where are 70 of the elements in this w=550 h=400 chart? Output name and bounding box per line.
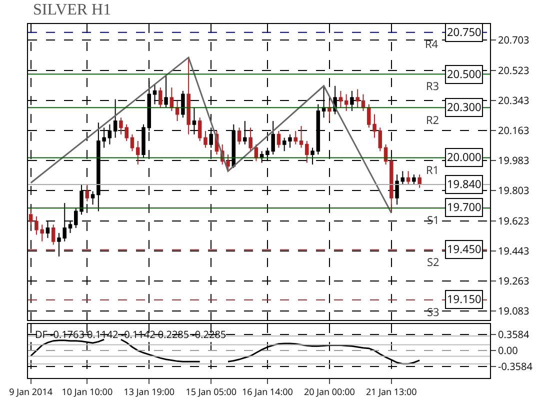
candlestick <box>356 88 360 108</box>
x-tick-label: 13 Jan 19:00 <box>124 384 175 398</box>
candlestick <box>294 130 298 145</box>
ref-line-label: 20.750 <box>447 25 482 40</box>
candlestick <box>186 56 190 135</box>
annotation: S2 <box>427 255 440 270</box>
ref-line-label: 19.450 <box>447 242 482 257</box>
candlestick <box>361 94 366 112</box>
candlestick <box>378 127 382 152</box>
annotation: R2 <box>426 113 440 128</box>
candlestick <box>344 94 348 112</box>
candlestick <box>418 174 422 188</box>
chart-title: SILVER H1 <box>33 1 112 18</box>
x-tick-label: 15 Jan 05:00 <box>186 384 237 398</box>
candlestick <box>170 87 174 112</box>
y-tick-label: 0.3584 <box>498 327 530 342</box>
y-tick-label: 19.623 <box>498 213 530 228</box>
y-tick-label: -0.3584 <box>498 358 533 373</box>
y-tick-label: 19.443 <box>498 243 530 258</box>
annotation: S1 <box>427 213 440 228</box>
candlestick <box>85 184 90 202</box>
candlestick <box>198 117 202 142</box>
annotation: R1 <box>426 163 440 178</box>
candlestick <box>282 137 286 152</box>
candlestick <box>328 100 332 122</box>
candlestick <box>248 127 252 152</box>
candlestick <box>338 90 343 108</box>
x-tick-label: 20 Jan 00:00 <box>304 384 355 398</box>
ref-line-label: 19.700 <box>447 200 482 215</box>
y-tick-label: 20.163 <box>498 123 530 138</box>
candlestick <box>412 174 416 186</box>
annotation: R4 <box>425 37 439 52</box>
y-tick-label: 20.703 <box>498 32 530 47</box>
candlestick <box>288 134 292 148</box>
x-tick-label: 16 Jan 14:00 <box>242 384 293 398</box>
y-tick-label: 20.523 <box>498 62 530 77</box>
x-tick-label: 21 Jan 13:00 <box>366 384 417 398</box>
line-series <box>30 56 392 214</box>
y-tick-label: 19.263 <box>498 274 530 288</box>
candlestick <box>299 126 304 148</box>
ref-line-label: 19.150 <box>447 292 482 307</box>
y-tick-label: 0.00 <box>498 343 518 358</box>
y-tick-label: 19.983 <box>498 153 530 168</box>
candlestick <box>226 154 230 172</box>
candlestick <box>90 190 95 206</box>
candlestick <box>175 100 180 122</box>
candlestick <box>51 224 56 246</box>
ref-line-label: 20.300 <box>447 100 482 115</box>
candlestick <box>406 170 410 186</box>
candlestick <box>310 147 314 165</box>
ref-line-label: 19.840 <box>447 177 482 192</box>
candlestick <box>130 134 134 152</box>
candlestick <box>305 140 309 164</box>
annotation: R3 <box>426 79 440 94</box>
y-tick-label: 19.803 <box>498 183 530 198</box>
ref-line-label: 20.500 <box>447 67 482 82</box>
candlestick <box>390 157 394 214</box>
candlestick <box>158 87 162 108</box>
candlestick <box>237 127 242 145</box>
x-tick-label: 9 Jan 2014 <box>9 384 52 398</box>
candlestick <box>400 170 405 186</box>
x-tick-label: 10 Jan 10:00 <box>62 384 113 398</box>
candlestick <box>28 207 33 226</box>
ref-line-label: 20.000 <box>447 150 482 165</box>
y-tick-label: 20.343 <box>498 92 530 107</box>
annotation: S3 <box>427 305 440 320</box>
candlestick <box>276 130 281 148</box>
candlestick <box>136 140 140 165</box>
candlestick <box>204 130 208 148</box>
y-tick-label: 19.083 <box>498 304 530 318</box>
